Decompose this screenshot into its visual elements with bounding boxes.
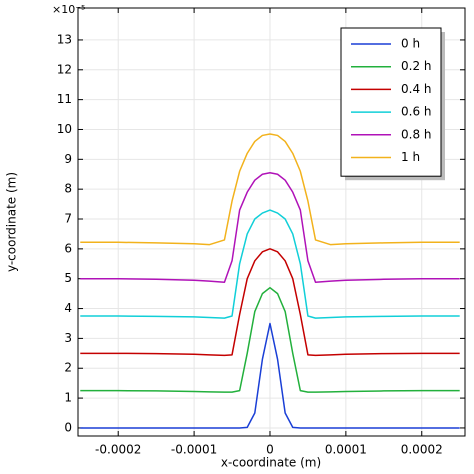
- x-axis-label: x-coordinate (m): [221, 456, 321, 470]
- x-tick-label: 0.0002: [401, 443, 443, 457]
- legend-label: 0.4 h: [401, 82, 432, 96]
- x-tick-label: -0.0001: [171, 443, 217, 457]
- series-line: [80, 286, 460, 393]
- plot-frame: [77, 7, 466, 437]
- series-line: [80, 133, 460, 246]
- y-multiplier: ×10⁻⁵: [52, 3, 85, 16]
- y-tick-label: 4: [64, 301, 72, 315]
- legend-label: 0 h: [401, 37, 420, 51]
- legend-label: 1 h: [401, 150, 420, 164]
- y-tick-label: 2: [64, 361, 72, 375]
- x-tick-label: 0: [266, 443, 274, 457]
- y-tick-label: 7: [64, 212, 72, 226]
- series-line: [80, 322, 460, 429]
- y-tick-label: 0: [64, 420, 72, 434]
- y-tick-label: 13: [57, 32, 72, 46]
- y-tick-label: 9: [64, 152, 72, 166]
- y-tick-label: 12: [57, 62, 72, 76]
- x-tick-label: -0.0002: [95, 443, 141, 457]
- y-tick-label: 8: [64, 182, 72, 196]
- legend-label: 0.2 h: [401, 59, 432, 73]
- y-tick-label: 10: [57, 122, 72, 136]
- legend-label: 0.8 h: [401, 127, 432, 141]
- y-tick-label: 5: [64, 271, 72, 285]
- series-line: [80, 248, 460, 357]
- series-line: [80, 209, 460, 319]
- y-tick-label: 1: [64, 391, 72, 405]
- legend-label: 0.6 h: [401, 105, 432, 119]
- legend-box: [340, 27, 442, 177]
- y-tick-label: 3: [64, 331, 72, 345]
- y-tick-label: 6: [64, 241, 72, 255]
- series-line: [80, 172, 460, 284]
- y-axis-label: y-coordinate (m): [5, 172, 19, 272]
- y-tick-label: 11: [57, 92, 72, 106]
- x-tick-label: 0.0001: [325, 443, 367, 457]
